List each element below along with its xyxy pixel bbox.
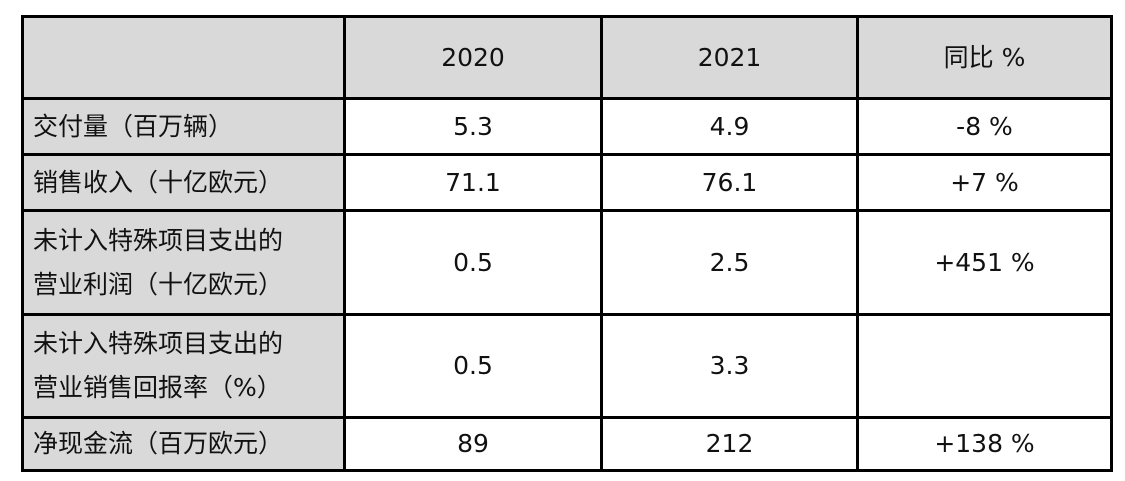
value-2021: 2.5 (600, 209, 859, 316)
value-2021: 76.1 (600, 153, 859, 212)
table-row-net-cash-flow: 净现金流（百万欧元） 89 212 +138 % (21, 416, 1113, 472)
header-cell-2020: 2020 (343, 15, 603, 100)
value-yoy (856, 313, 1113, 419)
value-yoy: +451 % (856, 209, 1113, 316)
header-row: 2020 2021 同比 % (21, 15, 1113, 100)
value-2020: 5.3 (343, 97, 603, 156)
value-yoy: +7 % (856, 153, 1113, 212)
table-row-deliveries: 交付量（百万辆） 5.3 4.9 -8 % (21, 97, 1113, 156)
row-label: 净现金流（百万欧元） (21, 416, 346, 472)
header-cell-empty (21, 15, 346, 100)
table-row-sales-revenue: 销售收入（十亿欧元） 71.1 76.1 +7 % (21, 153, 1113, 212)
value-yoy: +138 % (856, 416, 1113, 472)
table-row-operating-profit: 未计入特殊项目支出的营业利润（十亿欧元） 0.5 2.5 +451 % (21, 209, 1113, 316)
value-2020: 0.5 (343, 313, 603, 419)
value-2021: 4.9 (600, 97, 859, 156)
row-label: 未计入特殊项目支出的营业利润（十亿欧元） (21, 209, 346, 316)
value-2020: 0.5 (343, 209, 603, 316)
value-2020: 71.1 (343, 153, 603, 212)
value-2021: 3.3 (600, 313, 859, 419)
table-row-return-on-sales: 未计入特殊项目支出的营业销售回报率（%） 0.5 3.3 (21, 313, 1113, 419)
financial-results-table: 2020 2021 同比 % 交付量（百万辆） 5.3 4.9 -8 % 销售收… (21, 15, 1113, 472)
row-label: 销售收入（十亿欧元） (21, 153, 346, 212)
row-label: 未计入特殊项目支出的营业销售回报率（%） (21, 313, 346, 419)
value-2021: 212 (600, 416, 859, 472)
header-cell-yoy: 同比 % (856, 15, 1113, 100)
value-yoy: -8 % (856, 97, 1113, 156)
header-cell-2021: 2021 (600, 15, 859, 100)
value-2020: 89 (343, 416, 603, 472)
row-label: 交付量（百万辆） (21, 97, 346, 156)
